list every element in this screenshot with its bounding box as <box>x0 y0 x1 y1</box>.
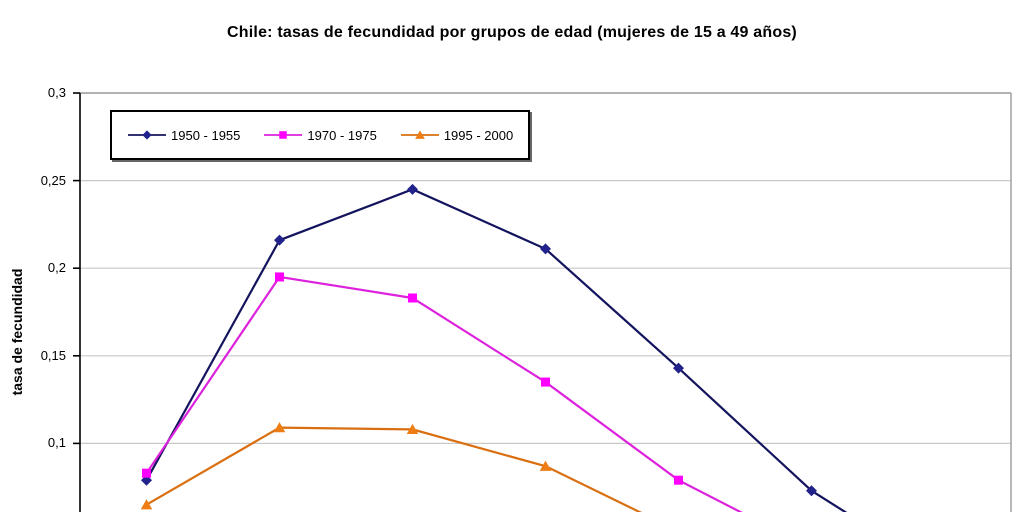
legend-diamond-marker <box>142 130 152 140</box>
y-tick-label: 0,3 <box>47 85 66 100</box>
y-axis-tick-marks <box>73 92 80 445</box>
diamond-marker <box>540 243 551 255</box>
triangle-marker <box>273 422 286 433</box>
square-marker <box>540 377 551 387</box>
legend-diamond-icon <box>128 130 166 140</box>
legend-square-icon <box>264 131 303 139</box>
diamond-marker <box>274 234 285 246</box>
diamond-marker <box>407 183 418 195</box>
gridlines <box>80 180 1011 444</box>
y-tick-label: 0,25 <box>40 172 66 188</box>
diamond-marker <box>673 362 684 374</box>
legend-label: 1950 - 1955 <box>171 127 241 143</box>
square-marker <box>407 293 418 303</box>
legend-label: 1995 - 2000 <box>443 127 514 143</box>
square-marker <box>274 272 285 282</box>
diamond-marker <box>806 485 817 497</box>
triangle-marker <box>140 499 153 510</box>
legend: 1950 - 1955 1970 - 1975 1995 - 2000 <box>110 110 530 160</box>
triangle-marker <box>539 460 552 471</box>
legend-entry: 1995 - 2000 <box>400 127 514 143</box>
series-1970-1975 <box>141 272 743 512</box>
chart-title: Chile: tasas de fecundidad por grupos de… <box>227 24 797 41</box>
legend-triangle-icon <box>400 130 439 139</box>
legend-triangle-marker <box>414 130 425 139</box>
y-tick-label: 0,15 <box>40 347 66 363</box>
y-tick-label: 0,2 <box>47 260 66 276</box>
legend-square-marker <box>279 131 288 139</box>
series-1950-1955 <box>141 183 848 512</box>
legend-label: 1970 - 1975 <box>307 127 377 143</box>
series-1995-2000 <box>140 422 643 512</box>
square-marker <box>673 475 684 485</box>
legend-entry: 1950 - 1955 <box>128 128 240 143</box>
legend-entry: 1970 - 1975 <box>264 127 377 143</box>
y-tick-label: 0,1 <box>47 435 66 451</box>
triangle-marker <box>406 423 419 435</box>
square-marker <box>141 468 152 478</box>
